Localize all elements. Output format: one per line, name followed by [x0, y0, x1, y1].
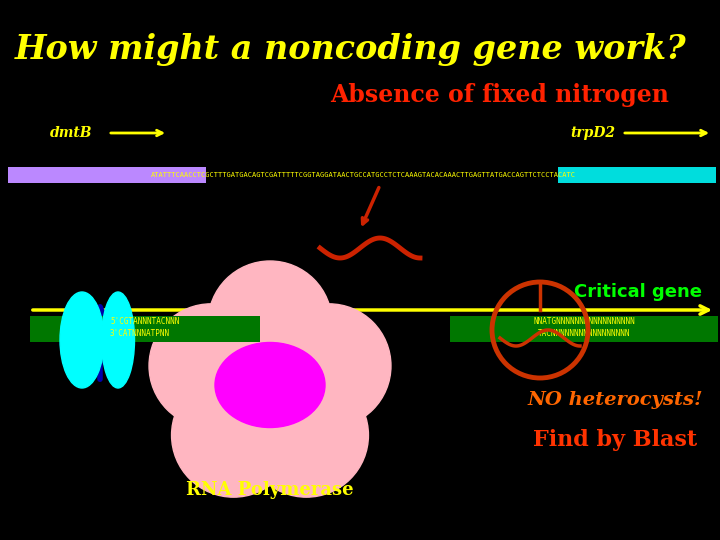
Circle shape	[208, 261, 332, 385]
FancyBboxPatch shape	[558, 167, 716, 183]
Text: Find by Blast: Find by Blast	[533, 429, 697, 451]
Text: TACNNNNNNNNNNNNNNNNN: TACNNNNNNNNNNNNNNNNN	[538, 328, 630, 338]
Text: dmtB: dmtB	[50, 126, 92, 140]
Text: 5'CGTANNNTACNNN: 5'CGTANNNTACNNN	[110, 318, 180, 327]
Text: NNATGNNNNNNNNNNNNNNNNN: NNATGNNNNNNNNNNNNNNNNN	[533, 318, 635, 327]
Text: RNA Polymerase: RNA Polymerase	[186, 481, 354, 499]
Text: NO heterocysts!: NO heterocysts!	[527, 391, 703, 409]
Circle shape	[149, 304, 273, 428]
FancyBboxPatch shape	[450, 316, 718, 342]
Ellipse shape	[215, 342, 325, 428]
Text: Critical gene: Critical gene	[574, 283, 702, 301]
FancyBboxPatch shape	[30, 316, 260, 342]
Circle shape	[171, 373, 295, 497]
Text: How might a noncoding gene work?: How might a noncoding gene work?	[15, 33, 687, 66]
Circle shape	[267, 304, 391, 428]
FancyBboxPatch shape	[8, 167, 206, 183]
Ellipse shape	[60, 292, 104, 388]
Ellipse shape	[102, 292, 135, 388]
Text: trpD2: trpD2	[570, 126, 615, 140]
Text: Absence of fixed nitrogen: Absence of fixed nitrogen	[330, 83, 670, 107]
Text: 3'CATNNNATPNN: 3'CATNNNATPNN	[110, 328, 170, 338]
Text: ATATTTCAACCTCGCTTTGATGACAGTCGATTTTTCGGTAGGATAACTGCCATGCCTCTCAAAGTACACAAACTTGAGTT: ATATTTCAACCTCGCTTTGATGACAGTCGATTTTTCGGTA…	[150, 172, 575, 178]
Circle shape	[245, 373, 369, 497]
